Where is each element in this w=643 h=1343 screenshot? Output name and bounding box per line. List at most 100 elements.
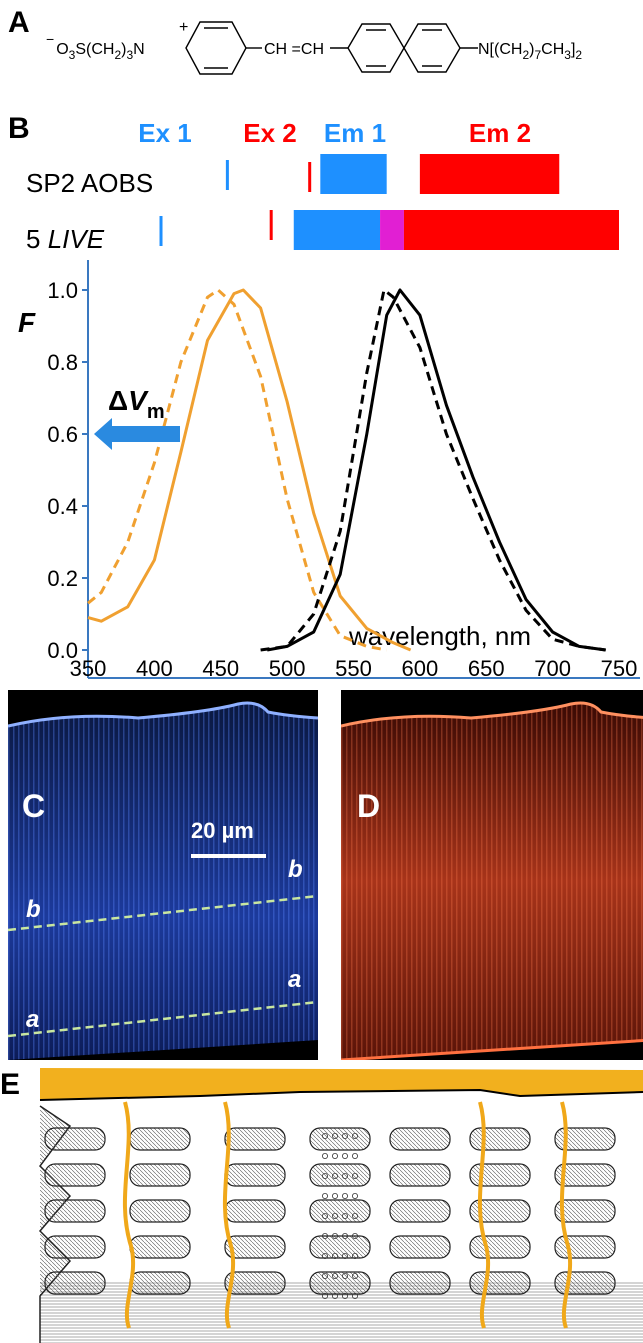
structure-amine: N[(CH2)7CH3]2 xyxy=(478,41,582,62)
sp2-ex1-line xyxy=(225,160,229,190)
series-excitation xyxy=(87,288,412,652)
filter-row-name-sp2: SP2 AOBS xyxy=(26,168,153,198)
vesicle xyxy=(331,1212,338,1219)
vesicle xyxy=(331,1153,338,1160)
vesicle xyxy=(321,1272,328,1279)
live5-overlap-band xyxy=(380,210,404,250)
t-tubule xyxy=(222,1101,236,1329)
myofibril-segment xyxy=(554,1271,616,1295)
myofibril-segment xyxy=(389,1199,451,1223)
sp2-em2-band xyxy=(419,154,560,194)
spectra-chart: Ex 1 Ex 2 Em 1 Em 2 SP2 AOBS 5 LIVE 0.0 0.2 0.… xyxy=(18,118,640,679)
y-tick-label: 0.4 xyxy=(47,494,78,519)
myofibril-segment xyxy=(469,1235,531,1259)
panel-letter-c: C xyxy=(22,788,46,824)
x-tick-label: 550 xyxy=(335,656,372,681)
myofibril-segment xyxy=(309,1199,371,1223)
x-tick-label: 350 xyxy=(70,656,107,681)
myofibril-segment xyxy=(129,1271,191,1295)
series-emission xyxy=(266,288,606,652)
sarcomere-drawing xyxy=(38,1068,643,1343)
vesicle xyxy=(351,1232,358,1239)
myofibril-segment xyxy=(554,1127,616,1151)
vesicle xyxy=(341,1212,348,1219)
naphthalene-ring xyxy=(347,23,478,73)
vesicle xyxy=(341,1153,348,1160)
x-tick-label: 450 xyxy=(202,656,239,681)
myofibril-segment xyxy=(309,1235,371,1259)
live5-ex1-line xyxy=(159,216,163,246)
y-tick-label: 0.8 xyxy=(47,350,78,375)
line-a-label-right: a xyxy=(288,966,302,993)
line-b-label-right: b xyxy=(288,856,303,883)
vesicle xyxy=(331,1272,338,1279)
scale-bar xyxy=(191,854,266,858)
live5-ex2-line xyxy=(269,210,273,240)
vesicle xyxy=(331,1133,338,1140)
live5-em1-band xyxy=(293,210,381,250)
y-tick-label: 0.0 xyxy=(47,638,78,663)
vesicle xyxy=(331,1193,338,1200)
chemical-structure: −O3S(CH2)3N + CH =CH N[(CH2)7CH3]2 xyxy=(46,19,582,75)
t-tubules xyxy=(122,1101,573,1329)
vesicle xyxy=(331,1292,338,1299)
x-tick-label: 500 xyxy=(269,656,306,681)
y-tick-label: 1.0 xyxy=(47,278,78,303)
myofibril-segment xyxy=(554,1235,616,1259)
filter-headers: Ex 1 Ex 2 Em 1 Em 2 xyxy=(138,118,531,148)
structure-pos-charge: + xyxy=(179,19,188,36)
myofibril-segment xyxy=(469,1163,531,1187)
myofibril-segment xyxy=(129,1163,191,1187)
filter-header-2: Ex 2 xyxy=(243,118,297,148)
myofibril-segment xyxy=(309,1163,371,1187)
sp2-ex2-line xyxy=(308,162,312,192)
myofibril-segment xyxy=(469,1271,531,1295)
myofibril-segment xyxy=(469,1199,531,1223)
structure-vinyl: CH =CH xyxy=(264,41,324,58)
vesicle xyxy=(351,1193,358,1200)
panel-letter-b: B xyxy=(8,112,30,145)
vesicle xyxy=(351,1212,358,1219)
filter-row-name-5live: 5 LIVE xyxy=(26,224,105,254)
filter-header-3: Em 1 xyxy=(324,118,386,148)
filter-header-4: Em 2 xyxy=(469,118,531,148)
line-b-label-left: b xyxy=(26,896,41,923)
vesicle xyxy=(321,1232,328,1239)
y-axis-label: F xyxy=(18,307,36,338)
myofibril-segment xyxy=(224,1271,286,1295)
x-tick-label: 600 xyxy=(402,656,439,681)
vesicle xyxy=(341,1252,348,1259)
myofibril-segment xyxy=(224,1163,286,1187)
t-tubule xyxy=(559,1101,573,1329)
vesicle xyxy=(321,1292,328,1299)
myofibril-segment xyxy=(129,1199,191,1223)
myofibril-segment xyxy=(129,1127,191,1151)
myofibril-segment xyxy=(224,1127,286,1151)
vesicle xyxy=(331,1252,338,1259)
myofibril-segment xyxy=(554,1199,616,1223)
vesicle xyxy=(341,1133,348,1140)
myofibril-segment xyxy=(389,1127,451,1151)
delta-vm-label: ΔVm xyxy=(108,385,165,423)
myofibril-segment xyxy=(389,1163,451,1187)
myofibril-segment xyxy=(554,1163,616,1187)
sp2-em1-band xyxy=(320,154,387,194)
vesicle xyxy=(351,1252,358,1259)
myofibril-segment xyxy=(224,1199,286,1223)
vesicle xyxy=(341,1173,348,1180)
line-a-label-left: a xyxy=(26,1006,40,1033)
structure-sulfonate-text: −O3S(CH2)3N xyxy=(46,31,145,62)
t-tubule xyxy=(122,1101,136,1329)
myofibril-segment xyxy=(129,1235,191,1259)
live5-em2-band xyxy=(403,210,619,250)
vesicle xyxy=(341,1292,348,1299)
vesicle xyxy=(351,1173,358,1180)
panel-letter-a: A xyxy=(8,6,30,39)
scale-bar-label: 20 µm xyxy=(191,818,254,843)
t-tubule xyxy=(477,1101,491,1329)
filter-rows: SP2 AOBS 5 LIVE xyxy=(26,154,619,254)
y-tick-label: 0.6 xyxy=(47,422,78,447)
vesicle xyxy=(321,1133,328,1140)
panel-letter-d: D xyxy=(357,788,381,824)
